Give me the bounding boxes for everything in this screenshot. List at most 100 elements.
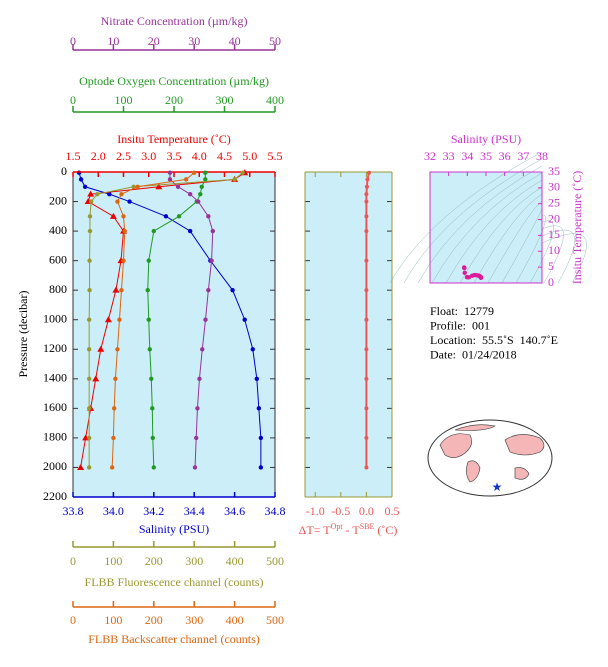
series-marker xyxy=(203,317,208,322)
info-line: Location: 55.5˚S 140.7˚E xyxy=(430,333,558,347)
svg-text:★: ★ xyxy=(492,480,503,494)
series-marker xyxy=(111,435,116,441)
ts-point xyxy=(462,270,467,276)
x-tick-label: -1.0 xyxy=(306,504,325,518)
series-marker xyxy=(364,214,369,219)
y-tick-label: 10 xyxy=(548,243,560,257)
density-contour xyxy=(417,165,543,284)
x-tick-label: 10 xyxy=(107,34,119,48)
axis-title-part: - T xyxy=(343,523,361,537)
x-tick-label: 36 xyxy=(499,149,511,163)
y-tick-label: 2000 xyxy=(43,459,67,473)
x-tick-label: 34.4 xyxy=(184,504,205,518)
x-tick-label: 34.8 xyxy=(265,504,286,518)
y-tick-label: 400 xyxy=(49,223,67,237)
info-line: Date: 01/24/2018 xyxy=(430,347,517,361)
series-marker xyxy=(112,406,117,411)
series-marker xyxy=(115,347,120,352)
density-contour xyxy=(389,151,543,284)
info-line: Profile: 001 xyxy=(430,318,490,332)
series-marker xyxy=(258,465,264,470)
y-tick-label: 25 xyxy=(548,195,560,209)
density-contour xyxy=(431,172,543,284)
x-axis-title: ΔT= TOpt - TSBE (˚C) xyxy=(299,522,398,537)
series-marker xyxy=(121,258,126,263)
series-marker xyxy=(82,184,88,189)
series-marker xyxy=(109,465,115,470)
series-marker xyxy=(183,177,189,182)
y-tick-label: 800 xyxy=(49,282,67,296)
density-contour xyxy=(541,225,564,284)
x-axis-title: Nitrate Concentration (µm/kg) xyxy=(101,14,248,28)
series-marker xyxy=(256,406,262,411)
y-axis-title: Insitu Temperature (˚C) xyxy=(570,171,584,285)
series-marker xyxy=(192,465,198,470)
series-marker xyxy=(187,191,193,197)
x-tick-label: 0 xyxy=(70,93,76,107)
x-tick-label: 300 xyxy=(185,613,203,627)
x-tick-label: 300 xyxy=(216,93,234,107)
x-tick-label: 400 xyxy=(266,93,284,107)
x-tick-label: 100 xyxy=(104,613,122,627)
x-tick-label: 33 xyxy=(443,149,455,163)
x-tick-label: 35 xyxy=(480,149,492,163)
y-tick-label: 1200 xyxy=(43,341,67,355)
series-marker xyxy=(119,191,124,197)
y-tick-label: 200 xyxy=(49,193,67,207)
axis-title-part: Opt xyxy=(331,522,344,531)
x-tick-label: 37 xyxy=(517,149,529,163)
series-marker xyxy=(175,184,181,189)
series-marker xyxy=(97,345,105,352)
series-marker xyxy=(92,375,100,382)
y-tick-label: 15 xyxy=(548,227,560,241)
series-marker xyxy=(109,212,117,219)
x-tick-label: 1.5 xyxy=(66,149,81,163)
series-marker xyxy=(364,184,369,189)
y-tick-label: 1400 xyxy=(43,371,67,385)
series-marker xyxy=(150,406,155,411)
series-marker xyxy=(151,465,156,470)
series-marker xyxy=(254,376,260,382)
x-axis-title: Salinity (PSU) xyxy=(139,522,209,536)
x-tick-label: 4.0 xyxy=(192,149,207,163)
x-tick-label: 3.5 xyxy=(167,149,182,163)
axis-title-part: (˚C) xyxy=(374,523,397,537)
series-marker xyxy=(87,287,92,293)
series-marker xyxy=(195,406,200,411)
series-marker xyxy=(115,199,120,204)
series-marker xyxy=(364,288,369,293)
series-marker xyxy=(107,191,112,197)
x-tick-label: 4.5 xyxy=(217,149,232,163)
y-tick-label: 35 xyxy=(548,164,560,178)
density-contour xyxy=(529,220,554,284)
series-marker xyxy=(155,183,163,190)
series-marker xyxy=(203,177,208,182)
world-map: ★ xyxy=(427,419,553,497)
density-contour xyxy=(459,186,543,284)
ts-point xyxy=(462,265,467,271)
x-axis-title: Salinity (PSU) xyxy=(451,132,521,146)
x-tick-label: 38 xyxy=(536,149,548,163)
ts-panel xyxy=(430,172,542,283)
series-marker xyxy=(232,177,237,182)
series-marker xyxy=(198,191,203,197)
x-tick-label: 2.0 xyxy=(91,149,106,163)
series-marker xyxy=(167,177,173,182)
axis-title-part: ΔT= T xyxy=(299,523,332,537)
profile-panel xyxy=(73,172,275,497)
x-tick-label: 3.0 xyxy=(141,149,156,163)
series-marker xyxy=(196,199,201,204)
x-tick-label: 0 xyxy=(70,554,76,568)
series-marker xyxy=(210,228,215,234)
series-marker xyxy=(150,435,155,441)
x-tick-label: 34.6 xyxy=(224,504,245,518)
series-marker xyxy=(87,258,92,263)
series-marker xyxy=(197,376,202,382)
series-marker xyxy=(88,199,94,204)
x-axis-title: FLBB Backscatter channel (counts) xyxy=(88,632,260,646)
y-tick-label: 30 xyxy=(548,180,560,194)
series-marker xyxy=(206,214,211,219)
series-marker xyxy=(87,228,93,234)
x-tick-label: 34.0 xyxy=(103,504,124,518)
